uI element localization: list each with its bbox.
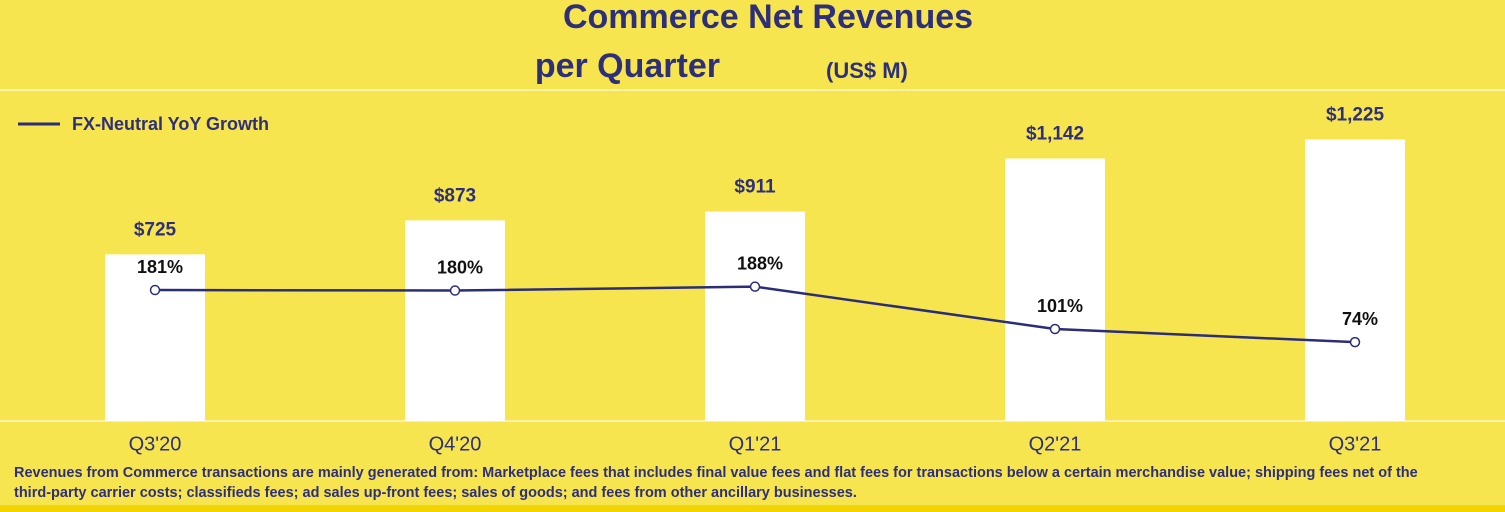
line-value-label: 180% [437,257,483,277]
line-point [749,281,761,292]
bar-value-label: $1,142 [1026,124,1084,145]
line-value-label: 181% [137,257,183,277]
footnote: Revenues from Commerce transactions are … [14,465,1418,481]
x-tick-label: Q1'21 [729,433,782,455]
bar-value-label: $725 [134,219,177,240]
bar [705,211,805,421]
bar-value-label: $1,225 [1326,104,1385,125]
legend-label: FX-Neutral YoY Growth [72,114,269,134]
x-tick-label: Q3'20 [129,433,182,455]
unit-label: (US$ M) [826,58,908,83]
line-value-label: 188% [737,253,783,273]
line-point [1049,323,1061,335]
bar-value-label: $873 [434,185,476,206]
line-point [149,284,161,296]
line-point [449,285,461,296]
chart-subtitle: per Quarter [535,47,720,85]
x-tick-label: Q2'21 [1029,433,1082,455]
bar [1305,139,1405,421]
bar [105,254,205,421]
line-value-label: 74% [1342,309,1378,329]
footnote: third-party carrier costs; classifieds f… [14,485,857,501]
bar-value-label: $911 [734,177,776,198]
chart-title: Commerce Net Revenues [563,0,973,36]
x-tick-label: Q4'20 [429,433,482,455]
line-point [1349,336,1361,348]
bottom-strip [0,505,1505,512]
line-value-label: 101% [1037,296,1083,316]
bar [405,220,505,421]
bar [1005,158,1105,422]
x-tick-label: Q3'21 [1329,433,1382,455]
